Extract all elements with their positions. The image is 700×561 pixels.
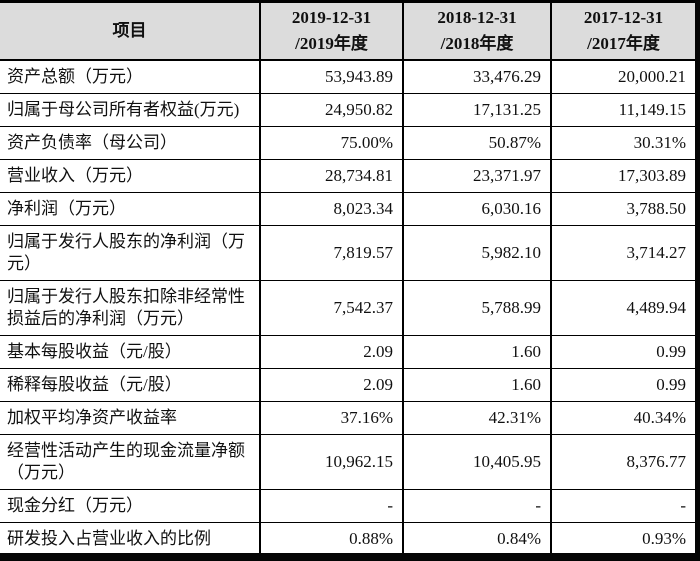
row-value: 0.88% bbox=[259, 522, 403, 553]
row-value: 17,303.89 bbox=[550, 159, 695, 193]
row-value: 28,734.81 bbox=[259, 159, 403, 193]
header-item-label: 项目 bbox=[0, 0, 260, 61]
row-value: 40.34% bbox=[550, 401, 695, 435]
table-row: 资产总额（万元） 53,943.89 33,476.29 20,000.21 bbox=[0, 59, 695, 94]
row-value: 10,405.95 bbox=[402, 434, 551, 490]
row-value: 20,000.21 bbox=[550, 59, 695, 94]
row-value: 3,788.50 bbox=[550, 192, 695, 226]
table-row: 归属于母公司所有者权益(万元) 24,950.82 17,131.25 11,149.… bbox=[0, 93, 695, 127]
row-value: 17,131.25 bbox=[402, 93, 551, 127]
row-label: 资产负债率（母公司） bbox=[0, 126, 260, 160]
row-value: - bbox=[550, 489, 695, 523]
row-label: 营业收入（万元） bbox=[0, 159, 260, 193]
header-period-2017-12-31: 2017-12-31/2017年度 bbox=[550, 0, 695, 61]
row-value: 10,962.15 bbox=[259, 434, 403, 490]
row-value: 0.93% bbox=[550, 522, 695, 553]
table-row: 归属于发行人股东扣除非经常性损益后的净利润（万元） 7,542.37 5,788.9… bbox=[0, 280, 695, 336]
row-value: 50.87% bbox=[402, 126, 551, 160]
row-value: 7,542.37 bbox=[259, 280, 403, 336]
period-date-line: 2017-12-31 bbox=[583, 8, 664, 27]
table-row: 稀释每股收益（元/股） 2.09 1.60 0.99 bbox=[0, 368, 695, 402]
header-row: 项目 2019-12-31/2019年度 2018-12-31/2018年度 201… bbox=[0, 0, 695, 61]
table-row: 经营性活动产生的现金流量净额（万元） 10,962.15 10,405.95 8,37… bbox=[0, 434, 695, 490]
header-period-2018-12-31: 2018-12-31/2018年度 bbox=[402, 0, 551, 61]
row-value: 8,376.77 bbox=[550, 434, 695, 490]
row-value: 7,819.57 bbox=[259, 225, 403, 281]
row-value: 23,371.97 bbox=[402, 159, 551, 193]
row-label: 归属于发行人股东扣除非经常性损益后的净利润（万元） bbox=[0, 280, 260, 336]
row-value: 0.84% bbox=[402, 522, 551, 553]
table-row: 资产负债率（母公司） 75.00% 50.87% 30.31% bbox=[0, 126, 695, 160]
row-value: 4,489.94 bbox=[550, 280, 695, 336]
table-row: 加权平均净资产收益率 37.16% 42.31% 40.34% bbox=[0, 401, 695, 435]
row-value: 0.99 bbox=[550, 335, 695, 369]
row-label: 现金分红（万元） bbox=[0, 489, 260, 523]
row-value: 11,149.15 bbox=[550, 93, 695, 127]
row-value: 53,943.89 bbox=[259, 59, 403, 94]
row-value: 6,030.16 bbox=[402, 192, 551, 226]
row-value: 8,023.34 bbox=[259, 192, 403, 226]
row-value: 30.31% bbox=[550, 126, 695, 160]
row-label: 稀释每股收益（元/股） bbox=[0, 368, 260, 402]
row-value: 5,982.10 bbox=[402, 225, 551, 281]
row-value: 37.16% bbox=[259, 401, 403, 435]
period-year-line: /2019年度 bbox=[295, 34, 368, 53]
row-value: 24,950.82 bbox=[259, 93, 403, 127]
row-value: 42.31% bbox=[402, 401, 551, 435]
row-label: 净利润（万元） bbox=[0, 192, 260, 226]
table-row: 归属于发行人股东的净利润（万元） 7,819.57 5,982.10 3,714.27 bbox=[0, 225, 695, 281]
period-year-line: /2018年度 bbox=[440, 34, 514, 53]
period-date-line: 2019-12-31 bbox=[291, 8, 372, 27]
row-value: 3,714.27 bbox=[550, 225, 695, 281]
row-label: 资产总额（万元） bbox=[0, 59, 260, 94]
row-label: 基本每股收益（元/股） bbox=[0, 335, 260, 369]
period-year-line: /2017年度 bbox=[587, 34, 660, 53]
row-value: 5,788.99 bbox=[402, 280, 551, 336]
table-row: 净利润（万元） 8,023.34 6,030.16 3,788.50 bbox=[0, 192, 695, 226]
row-label: 加权平均净资产收益率 bbox=[0, 401, 260, 435]
row-value: - bbox=[402, 489, 551, 523]
row-value: 2.09 bbox=[259, 368, 403, 402]
row-value: 0.99 bbox=[550, 368, 695, 402]
row-label: 归属于发行人股东的净利润（万元） bbox=[0, 225, 260, 281]
row-value: 2.09 bbox=[259, 335, 403, 369]
row-value: - bbox=[259, 489, 403, 523]
row-label: 研发投入占营业收入的比例 bbox=[0, 522, 260, 553]
row-value: 1.60 bbox=[402, 335, 551, 369]
header-period-2019-12-31: 2019-12-31/2019年度 bbox=[259, 0, 403, 61]
row-label: 归属于母公司所有者权益(万元) bbox=[0, 93, 260, 127]
row-value: 33,476.29 bbox=[402, 59, 551, 94]
row-label: 经营性活动产生的现金流量净额（万元） bbox=[0, 434, 260, 490]
row-value: 75.00% bbox=[259, 126, 403, 160]
row-value: 1.60 bbox=[402, 368, 551, 402]
table-row: 研发投入占营业收入的比例 0.88% 0.84% 0.93% bbox=[0, 522, 695, 553]
period-date-line: 2018-12-31 bbox=[437, 8, 517, 27]
table-row: 营业收入（万元） 28,734.81 23,371.97 17,303.89 bbox=[0, 159, 695, 193]
table-body: 资产总额（万元） 53,943.89 33,476.29 20,000.21 归属于母公… bbox=[0, 59, 695, 553]
table-row: 现金分红（万元） - - - bbox=[0, 489, 695, 523]
table-row: 基本每股收益（元/股） 2.09 1.60 0.99 bbox=[0, 335, 695, 369]
